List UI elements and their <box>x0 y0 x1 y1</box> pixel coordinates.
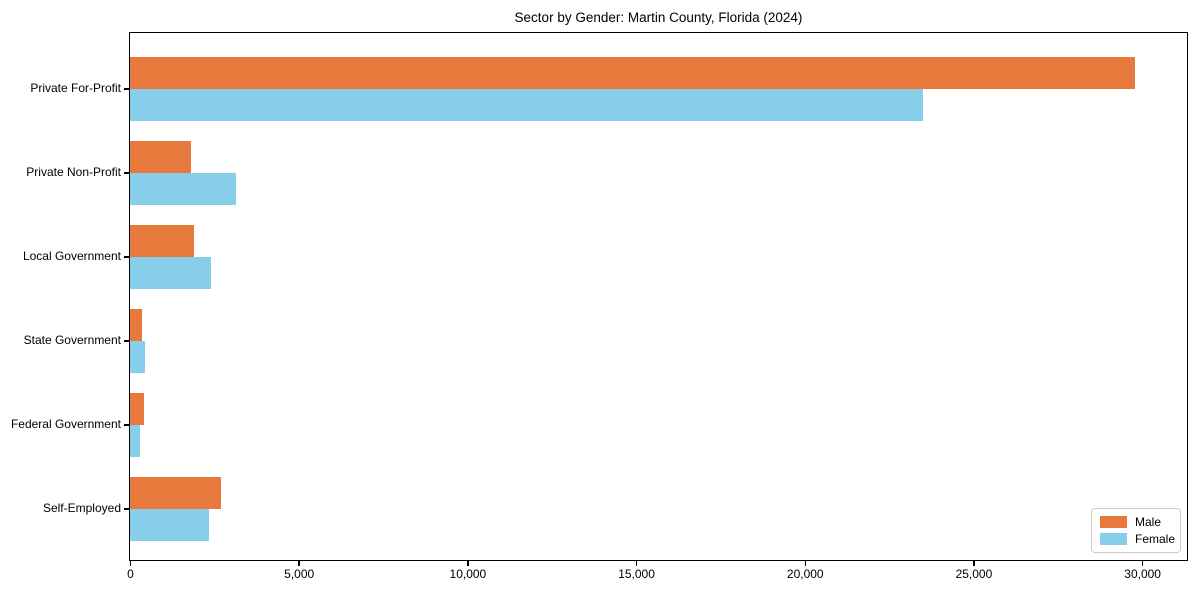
legend-item-female: Female <box>1100 532 1176 547</box>
x-tick-20000 <box>804 560 806 566</box>
bar-female-federal-government <box>130 424 141 457</box>
bar-male-federal-government <box>130 392 144 425</box>
bar-male-private-non-profit <box>130 140 191 173</box>
y-tick-label-private-non-profit: Private Non-Profit <box>26 165 121 179</box>
legend-label-female: Female <box>1135 532 1176 547</box>
legend-swatch-female <box>1100 533 1127 546</box>
y-tick-private-for-profit <box>124 88 130 90</box>
x-tick-15000 <box>635 560 638 566</box>
x-tick-10000 <box>467 560 469 566</box>
x-tick-label-5000: 5,000 <box>284 567 315 581</box>
x-tick-label-25000: 25,000 <box>955 567 993 581</box>
y-tick-private-non-profit <box>124 172 130 174</box>
y-tick-label-federal-government: Federal Government <box>10 417 121 431</box>
bar-female-private-non-profit <box>130 172 237 205</box>
x-tick-5000 <box>298 560 300 566</box>
bar-female-state-government <box>130 340 146 373</box>
bar-female-self-employed <box>130 508 210 541</box>
x-tick-25000 <box>973 560 975 566</box>
y-tick-label-self-employed: Self-Employed <box>42 501 121 515</box>
legend: Male Female <box>1091 508 1181 553</box>
x-tick-0 <box>129 560 132 566</box>
x-tick-label-10000: 10,000 <box>449 567 487 581</box>
x-tick-label-30000: 30,000 <box>1124 567 1161 581</box>
chart-title: Sector by Gender: Martin County, Florida… <box>514 10 803 25</box>
y-tick-state-government <box>124 340 130 342</box>
x-tick-30000 <box>1141 560 1144 566</box>
bar-male-private-for-profit <box>130 56 1136 89</box>
bar-female-local-government <box>130 256 211 289</box>
x-tick-label-15000: 15,000 <box>618 567 655 581</box>
x-tick-label-20000: 20,000 <box>786 567 824 581</box>
legend-item-male: Male <box>1100 515 1172 529</box>
bar-male-self-employed <box>130 476 222 509</box>
legend-swatch-male <box>1100 515 1127 528</box>
y-tick-label-local-government: Local Government <box>22 249 121 263</box>
bar-female-private-for-profit <box>130 88 923 121</box>
y-tick-label-state-government: State Government <box>23 333 121 347</box>
bar-male-local-government <box>130 224 195 257</box>
plot-area <box>129 32 1188 561</box>
bar-male-state-government <box>130 308 142 341</box>
y-tick-label-private-for-profit: Private For-Profit <box>30 81 121 95</box>
y-tick-federal-government <box>124 424 130 426</box>
y-tick-self-employed <box>124 508 130 510</box>
y-tick-local-government <box>124 256 130 258</box>
legend-label-male: Male <box>1135 514 1162 529</box>
x-tick-label-0: 0 <box>127 567 134 581</box>
